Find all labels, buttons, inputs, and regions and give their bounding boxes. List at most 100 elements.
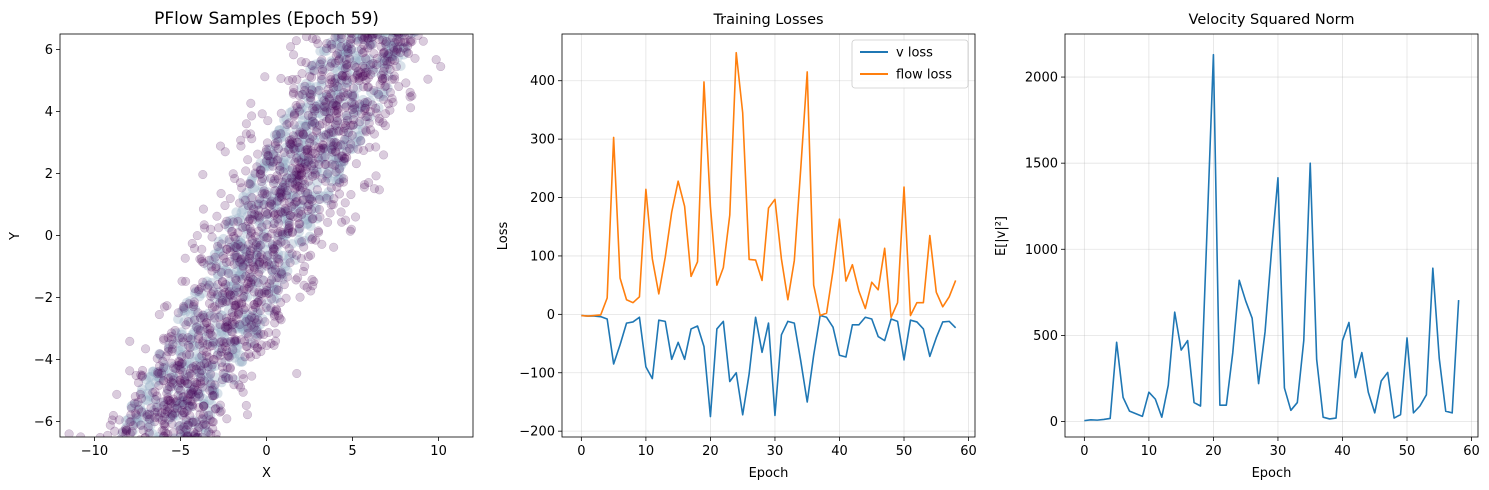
sample-point bbox=[291, 143, 302, 154]
sample-point bbox=[162, 437, 171, 446]
sample-point bbox=[332, 85, 343, 96]
sample-point bbox=[295, 219, 305, 229]
sample-point bbox=[270, 336, 281, 346]
sample-point bbox=[237, 356, 248, 367]
sample-point bbox=[125, 336, 135, 346]
sample-point bbox=[254, 287, 264, 297]
sample-point bbox=[237, 263, 248, 274]
sample-point bbox=[220, 219, 230, 229]
sample-point bbox=[379, 47, 389, 57]
sample-point bbox=[213, 243, 224, 254]
sample-point bbox=[241, 322, 252, 333]
sample-point bbox=[269, 309, 279, 319]
sample-point bbox=[199, 401, 209, 411]
sample-point bbox=[297, 89, 308, 100]
sample-point bbox=[317, 58, 328, 69]
sample-point bbox=[380, 121, 390, 131]
sample-point bbox=[121, 427, 131, 437]
sample-point bbox=[346, 89, 357, 100]
sample-point bbox=[257, 109, 267, 119]
sample-point bbox=[341, 111, 351, 121]
sample-point bbox=[325, 62, 335, 72]
sample-point bbox=[163, 395, 173, 405]
sample-point bbox=[181, 359, 192, 370]
sample-point bbox=[306, 250, 316, 260]
sample-point bbox=[269, 311, 279, 321]
sample-point bbox=[207, 337, 218, 348]
sample-point bbox=[294, 142, 305, 153]
sample-point bbox=[332, 66, 343, 77]
sample-point bbox=[185, 343, 195, 353]
sample-point bbox=[244, 332, 254, 342]
sample-point bbox=[271, 133, 282, 144]
sample-point bbox=[277, 208, 287, 218]
sample-point bbox=[338, 126, 348, 137]
sample-point bbox=[194, 331, 204, 341]
sample-point bbox=[265, 279, 275, 289]
sample-point bbox=[254, 213, 264, 223]
sample-point bbox=[183, 417, 194, 428]
sample-point bbox=[212, 290, 223, 300]
sample-point bbox=[224, 296, 234, 306]
sample-point bbox=[295, 104, 306, 115]
sample-point bbox=[358, 82, 368, 92]
x-tick-label: 40 bbox=[1334, 444, 1351, 459]
sample-point bbox=[145, 371, 156, 382]
sample-point bbox=[172, 410, 183, 421]
sample-point bbox=[326, 96, 337, 107]
sample-point bbox=[253, 149, 263, 159]
sample-point bbox=[177, 352, 187, 362]
sample-point bbox=[314, 204, 324, 215]
sample-point bbox=[255, 194, 265, 204]
sample-point bbox=[192, 231, 202, 241]
sample-point bbox=[342, 42, 353, 53]
sample-point bbox=[380, 34, 391, 39]
sample-point bbox=[131, 410, 141, 420]
sample-point bbox=[262, 209, 273, 220]
sample-point bbox=[269, 294, 280, 305]
sample-point bbox=[241, 400, 251, 411]
sample-point bbox=[137, 438, 146, 447]
sample-point bbox=[250, 169, 261, 180]
sample-point bbox=[363, 36, 374, 47]
sample-point bbox=[201, 413, 212, 424]
sample-point bbox=[257, 181, 268, 192]
sample-point bbox=[246, 277, 256, 288]
velocity-panel: Velocity Squared Norm 0 10 20 30 40 50 60 0500… bbox=[994, 12, 1480, 481]
sample-point bbox=[208, 355, 218, 365]
sample-point bbox=[239, 285, 249, 295]
sample-point bbox=[208, 387, 219, 398]
sample-point bbox=[197, 244, 207, 254]
sample-point bbox=[209, 293, 220, 304]
sample-point bbox=[257, 173, 267, 183]
sample-point bbox=[240, 303, 250, 313]
sample-point bbox=[383, 59, 393, 69]
sample-point bbox=[261, 289, 271, 299]
sample-point bbox=[272, 239, 282, 250]
sample-point bbox=[185, 411, 195, 421]
sample-point bbox=[278, 206, 289, 217]
sample-point bbox=[278, 182, 288, 192]
sample-point bbox=[267, 294, 277, 304]
sample-point bbox=[385, 87, 395, 98]
sample-point bbox=[177, 395, 188, 406]
sample-point bbox=[244, 178, 254, 189]
losses-frame bbox=[561, 33, 976, 438]
sample-point bbox=[363, 34, 373, 44]
sample-point bbox=[188, 384, 199, 394]
sample-point bbox=[241, 341, 251, 351]
sample-point bbox=[381, 81, 391, 91]
sample-point bbox=[257, 274, 268, 285]
sample-point bbox=[232, 323, 243, 334]
sample-point bbox=[380, 34, 385, 35]
sample-point bbox=[290, 255, 301, 266]
sample-point bbox=[179, 407, 190, 418]
sample-point bbox=[391, 47, 401, 57]
sample-point bbox=[201, 372, 212, 383]
sample-point bbox=[191, 417, 201, 427]
sample-point bbox=[260, 72, 270, 82]
sample-point bbox=[285, 211, 295, 221]
sample-point bbox=[211, 263, 221, 273]
sample-point bbox=[184, 372, 194, 382]
sample-point bbox=[302, 282, 312, 292]
